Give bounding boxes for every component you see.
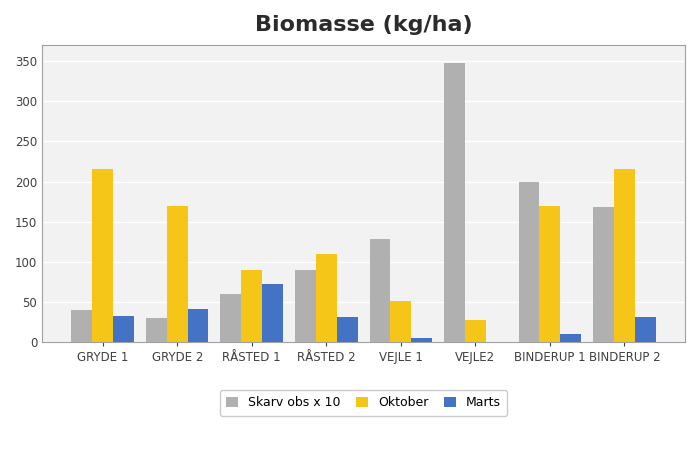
Bar xyxy=(241,270,262,342)
Bar xyxy=(188,310,209,342)
Bar xyxy=(593,207,614,342)
Bar xyxy=(167,206,188,342)
Bar xyxy=(316,254,337,342)
Bar xyxy=(113,316,134,342)
Bar xyxy=(391,301,412,342)
Bar xyxy=(561,334,581,342)
Bar xyxy=(220,294,241,342)
Bar xyxy=(465,320,486,342)
Bar xyxy=(614,169,635,342)
Bar xyxy=(337,316,358,342)
Bar xyxy=(146,318,167,342)
Bar xyxy=(262,284,283,342)
Bar xyxy=(92,170,113,342)
Bar xyxy=(540,206,561,342)
Bar xyxy=(444,62,465,342)
Bar xyxy=(412,338,432,342)
Bar xyxy=(295,270,316,342)
Title: Biomasse (kg/ha): Biomasse (kg/ha) xyxy=(255,15,472,35)
Legend: Skarv obs x 10, Oktober, Marts: Skarv obs x 10, Oktober, Marts xyxy=(220,390,508,416)
Bar xyxy=(71,310,92,342)
Bar xyxy=(370,239,391,342)
Bar xyxy=(635,317,656,342)
Bar xyxy=(519,182,540,342)
